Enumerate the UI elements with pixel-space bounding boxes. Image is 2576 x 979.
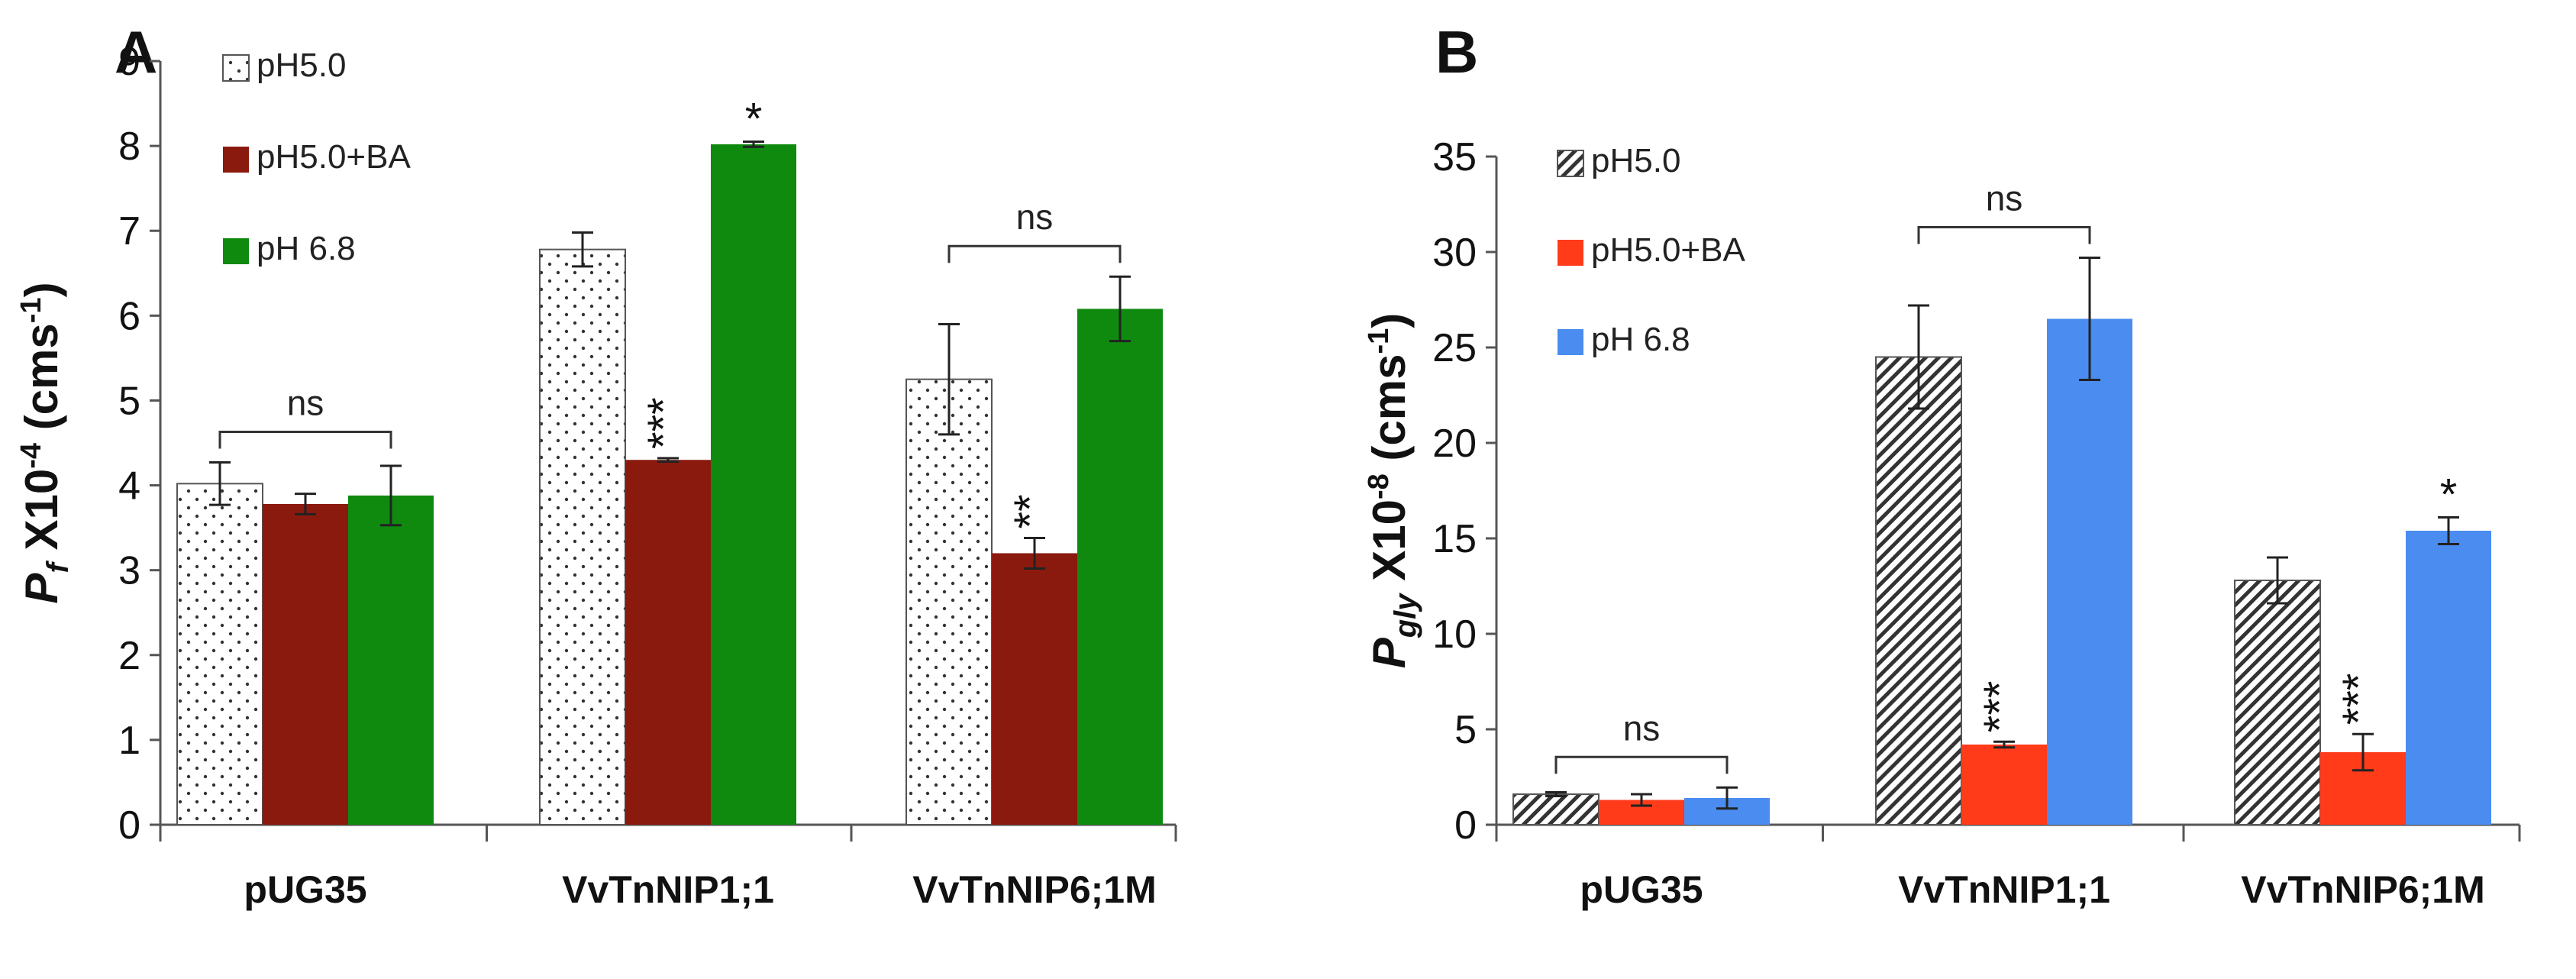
legend-label: pH5.0	[1591, 142, 1680, 179]
significance-bracket	[947, 244, 1122, 263]
bar-ph-6-8-pug35	[348, 495, 434, 825]
significance-stars: ***	[2334, 674, 2384, 725]
bar-ph5-0-pug35	[176, 483, 263, 826]
y-tick-label: 25	[1432, 326, 1477, 370]
significance-bracket	[1554, 755, 1729, 774]
y-tick-label: 0	[118, 803, 140, 848]
y-tick-label: 6	[118, 294, 140, 338]
category-label: VvTnNIP1;1	[1898, 868, 2110, 911]
bar-ph-6-8-vvtnnip6-1m	[2406, 531, 2491, 825]
legend-swatch	[223, 238, 249, 264]
y-tick-label: 9	[118, 40, 140, 84]
y-tick-label: 10	[1432, 612, 1477, 657]
bar-ph5-0-vvtnnip1-1	[539, 248, 626, 826]
y-tick-label: 30	[1432, 231, 1477, 275]
panel-a: A 0 1 2 3 4 5 6 7 8 9 Pf X10-4 (cms-1) pUG35 VvTnNIP1…	[15, 18, 1177, 911]
y-tick-label: 15	[1432, 517, 1477, 561]
significance-star: *	[2440, 470, 2458, 520]
y-tick-label: 8	[118, 124, 140, 169]
bar-ph-6-8-vvtnnip1-1	[711, 144, 796, 825]
significance-label: ns	[1623, 708, 1661, 748]
category-label: VvTnNIP6;1M	[912, 868, 1157, 911]
legend-label: pH5.0	[257, 47, 346, 84]
bar-ph5-0-ba-pug35	[263, 504, 348, 825]
y-tick-label: 35	[1432, 135, 1477, 179]
legend-swatch	[223, 147, 249, 173]
y-tick-label: 7	[118, 209, 140, 254]
legend-label: pH 6.8	[1591, 321, 1690, 358]
significance-star: *	[745, 95, 763, 144]
legend-swatch	[1558, 240, 1583, 266]
panel-letter: B	[1435, 18, 1478, 86]
panel-b: B 0 5 10 15 20 25 30 35 Pgly X10-8 (cms-1) pUG35 Vv…	[1363, 18, 2521, 911]
bar-ph5-0-ba-vvtnnip1-1	[625, 460, 711, 825]
legend-swatch	[1557, 150, 1584, 177]
significance-label: ns	[1016, 197, 1054, 237]
bar-ph5-0-pug35	[1512, 793, 1600, 826]
significance-label: ns	[1986, 179, 2023, 218]
bar-ph5-0-vvtnnip1-1	[1875, 356, 1962, 826]
legend-label: pH 6.8	[257, 230, 356, 267]
bar-ph5-0-ba-vvtnnip1-1	[1961, 745, 2047, 825]
significance-label: ns	[287, 383, 324, 423]
bar-ph5-0-ba-vvtnnip6-1m	[992, 553, 1077, 825]
bar-ph-6-8-vvtnnip6-1m	[1077, 309, 1163, 825]
significance-stars: **	[1006, 494, 1055, 528]
y-tick-label: 2	[118, 634, 140, 678]
legend-swatch	[222, 54, 250, 82]
bar-ph5-0-vvtnnip6-1m	[2234, 580, 2321, 826]
panel-letter: A	[115, 18, 157, 86]
y-tick-label: 4	[118, 464, 140, 509]
significance-stars: ***	[1975, 681, 2025, 733]
bar-ph-6-8-vvtnnip1-1	[2047, 318, 2132, 825]
y-tick-label: 3	[118, 549, 140, 593]
category-label: VvTnNIP6;1M	[2241, 868, 2485, 911]
legend-label: pH5.0+BA	[257, 138, 411, 176]
legend-swatch	[1558, 329, 1583, 355]
y-tick-label: 5	[1454, 708, 1477, 752]
y-tick-label: 0	[1454, 803, 1477, 848]
y-tick-label: 1	[118, 719, 140, 763]
category-label: pUG35	[244, 868, 366, 911]
significance-bracket	[218, 431, 392, 449]
bar-ph5-0-vvtnnip6-1m	[905, 378, 993, 826]
y-axis-label: Pf X10-4 (cms-1)	[15, 282, 75, 603]
category-label: VvTnNIP1;1	[562, 868, 774, 911]
significance-bracket	[1917, 226, 2091, 244]
legend-label: pH5.0+BA	[1591, 231, 1745, 269]
significance-stars: ***	[639, 397, 689, 449]
y-tick-label: 20	[1432, 422, 1477, 466]
y-axis-label: Pgly X10-8 (cms-1)	[1363, 313, 1422, 669]
y-tick-label: 5	[118, 379, 140, 423]
category-label: pUG35	[1580, 868, 1703, 911]
